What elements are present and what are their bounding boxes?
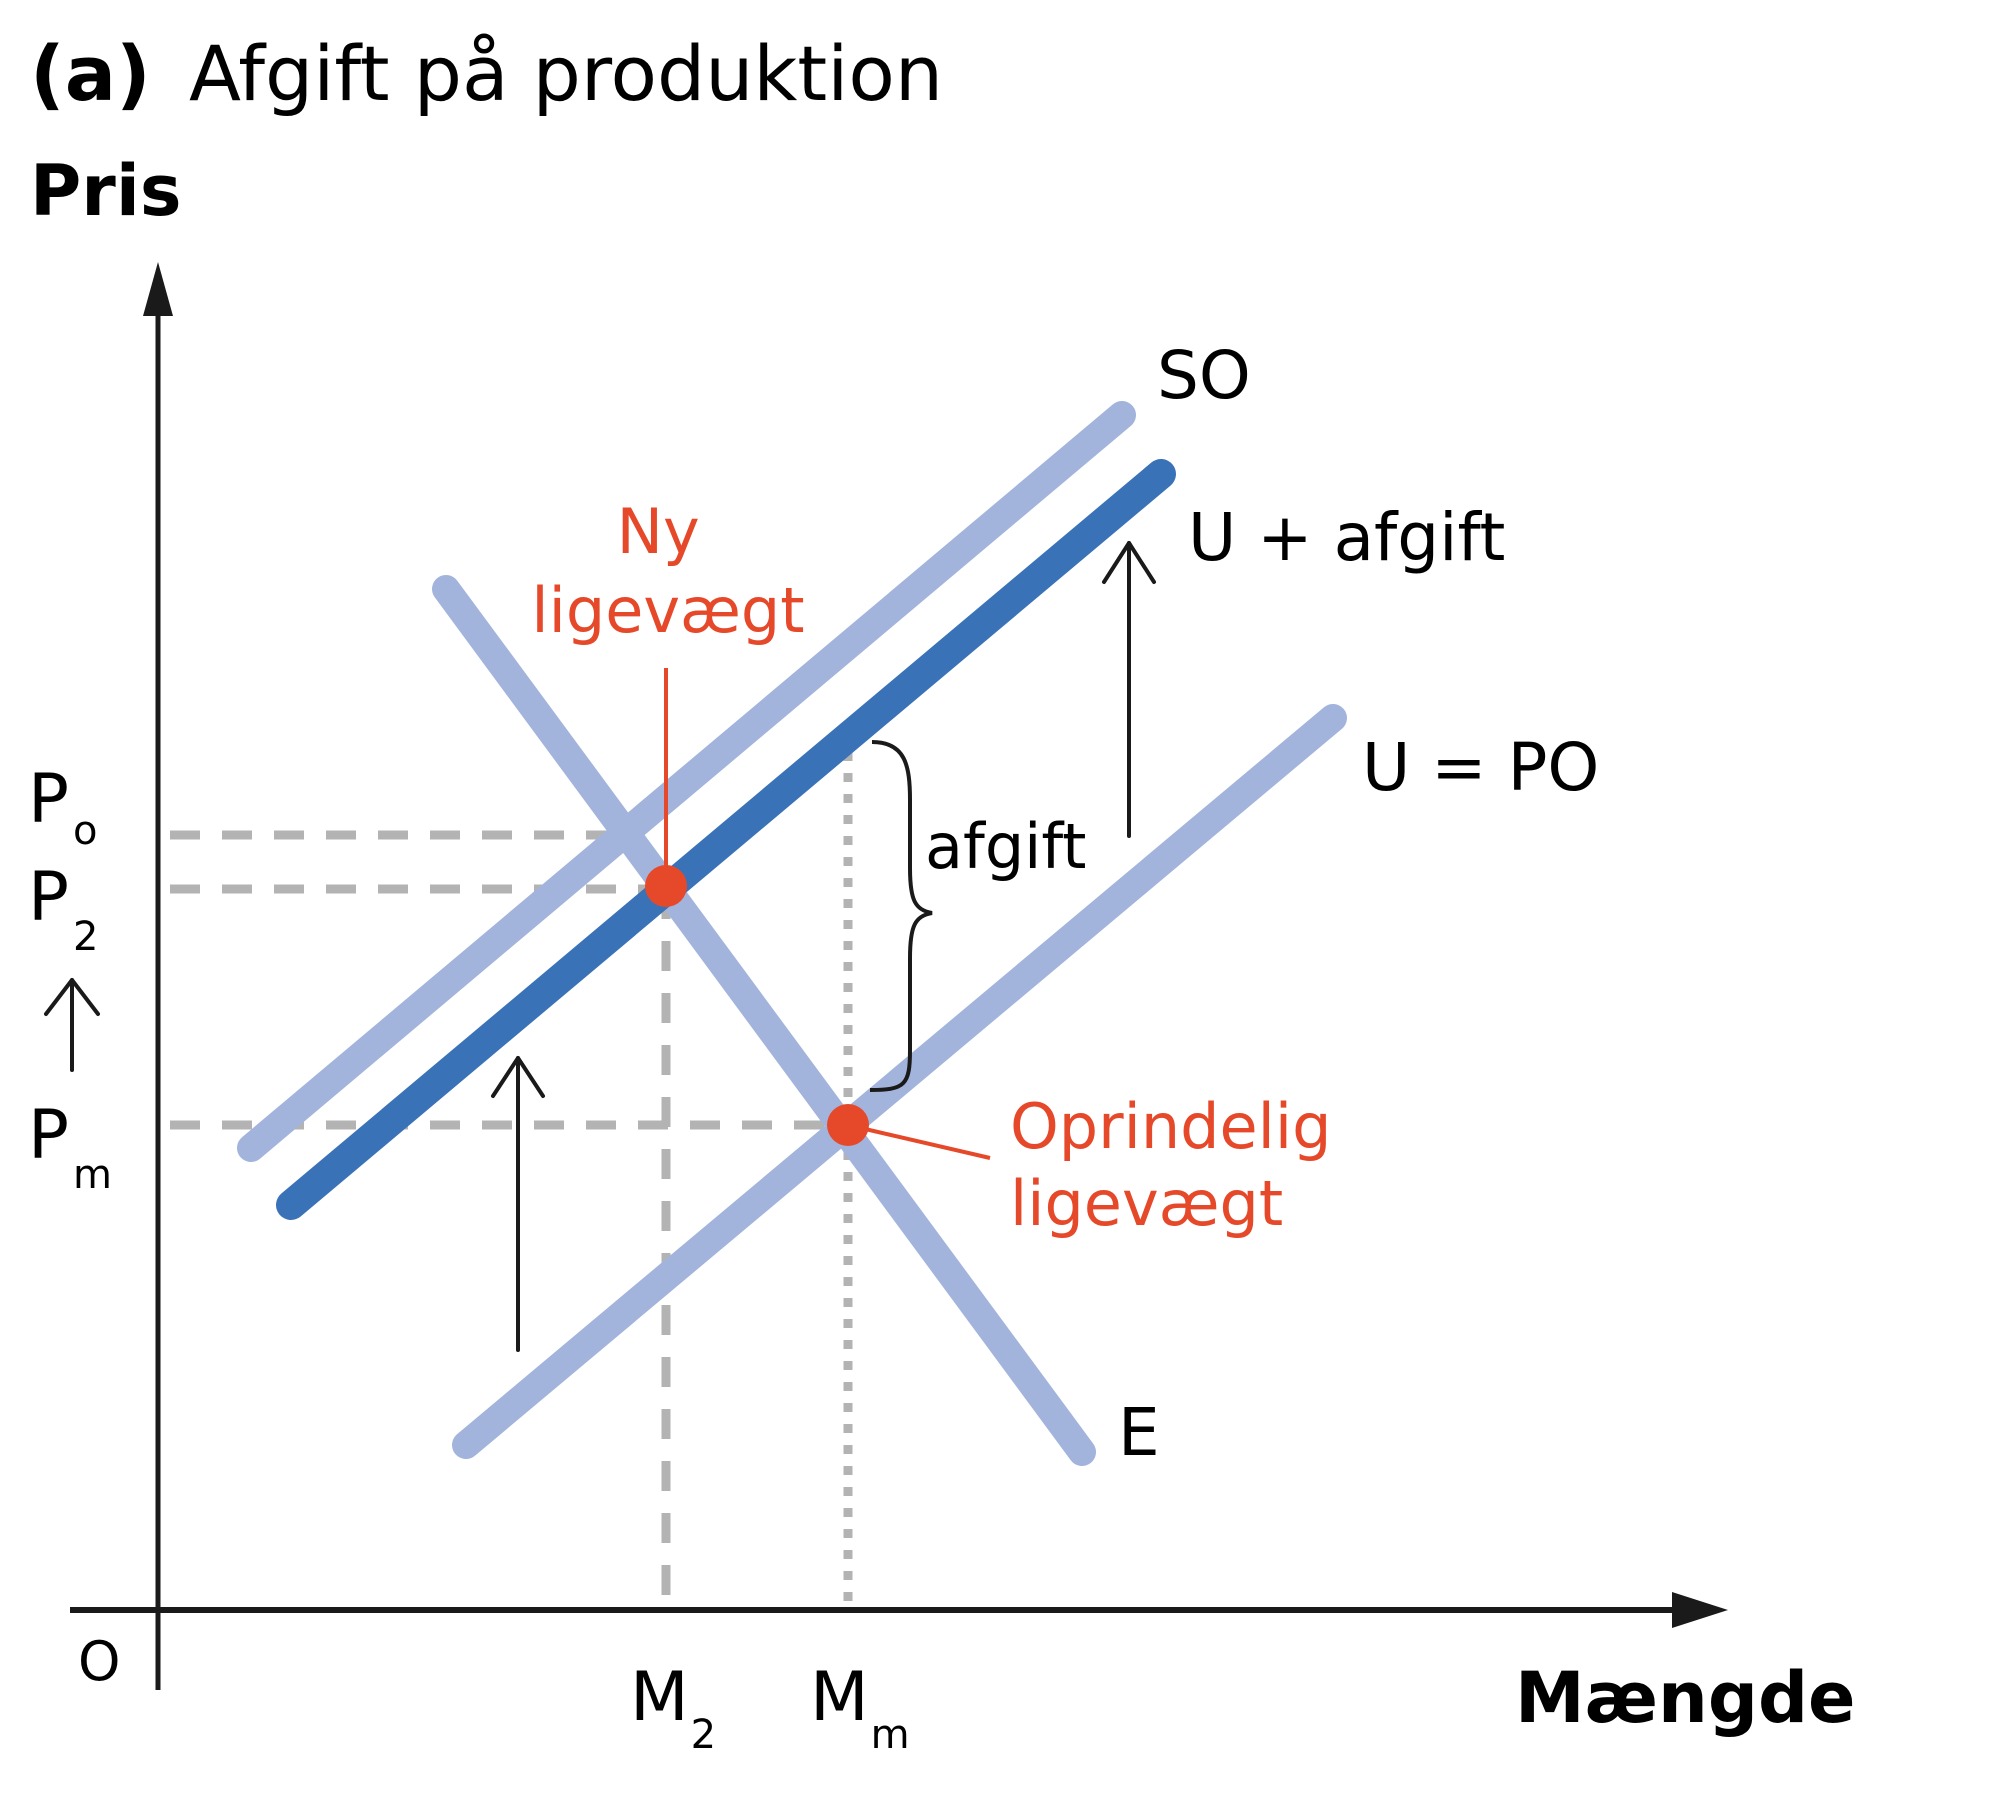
origin-label: O	[78, 1630, 121, 1693]
original-equilibrium-label: Oprindelig ligevægt	[1010, 1090, 1351, 1240]
so-label: SO	[1157, 337, 1251, 414]
demand-curve-e	[432, 575, 1096, 1466]
quantity-label-m2: M2	[630, 1658, 716, 1758]
arrow-up-icon	[1102, 541, 1156, 838]
so-curve	[237, 401, 1136, 1162]
curves	[237, 401, 1347, 1466]
y-axis-arrowhead-icon	[143, 262, 173, 316]
y-axis-label: Pris	[30, 150, 181, 232]
arrow-up-icon	[491, 1056, 545, 1352]
price-arrow-up-icon	[44, 978, 100, 1072]
orig-eq-leader	[847, 1123, 991, 1160]
new-equilibrium-label: Ny ligevægt	[531, 495, 804, 647]
shift-arrows	[44, 541, 1156, 1352]
x-axis-arrowhead-icon	[1672, 1592, 1728, 1628]
guide-lines	[170, 752, 853, 1608]
x-axis-label: Mængde	[1515, 1657, 1856, 1739]
tax-label: afgift	[925, 810, 1086, 883]
quantity-label-mm: Mm	[810, 1658, 910, 1758]
u-plus-tax-label: U + afgift	[1188, 499, 1505, 576]
original-equilibrium-dot	[827, 1104, 869, 1146]
tax-brace-icon	[869, 740, 933, 1092]
title: (a) Afgift på produktion	[30, 29, 943, 118]
u-plus-tax-curve	[276, 459, 1176, 1220]
u-po-label: U = PO	[1362, 729, 1599, 806]
title-text: Afgift på produktion	[189, 29, 943, 118]
equilibria	[645, 668, 991, 1160]
title-label: (a)	[30, 29, 151, 118]
demand-label: E	[1118, 1394, 1160, 1471]
u-po-curve	[452, 704, 1347, 1459]
axes	[70, 262, 1728, 1690]
new-equilibrium-dot	[645, 865, 687, 907]
